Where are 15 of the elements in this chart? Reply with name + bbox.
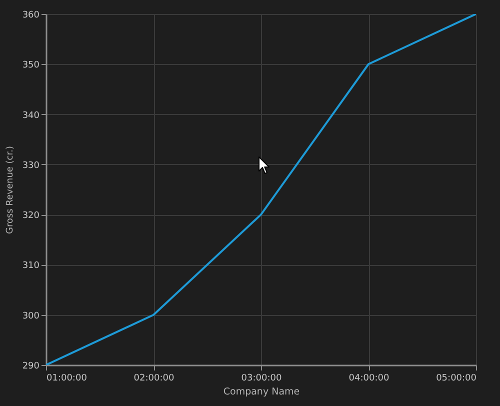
x-axis-title: Company Name [223, 386, 300, 398]
x-tick-label: 02:00:00 [134, 374, 174, 384]
y-tick-label: 330 [22, 160, 40, 171]
y-tick-label: 300 [22, 311, 40, 322]
x-tick-label: 01:00:00 [46, 374, 88, 384]
x-tick-label: 04:00:00 [348, 374, 390, 384]
x-tick-label: 05:00:00 [436, 374, 477, 384]
y-tick-label: 290 [22, 362, 40, 372]
y-tick-label: 310 [22, 261, 40, 272]
y-tick-label: 320 [22, 211, 40, 222]
y-axis-title: Gross Revenue (cr.) [5, 146, 16, 234]
y-tick-label: 340 [22, 110, 40, 121]
x-tick-label: 03:00:00 [241, 374, 282, 384]
y-tick-label: 350 [22, 60, 40, 71]
y-tick-label: 360 [22, 10, 40, 20]
